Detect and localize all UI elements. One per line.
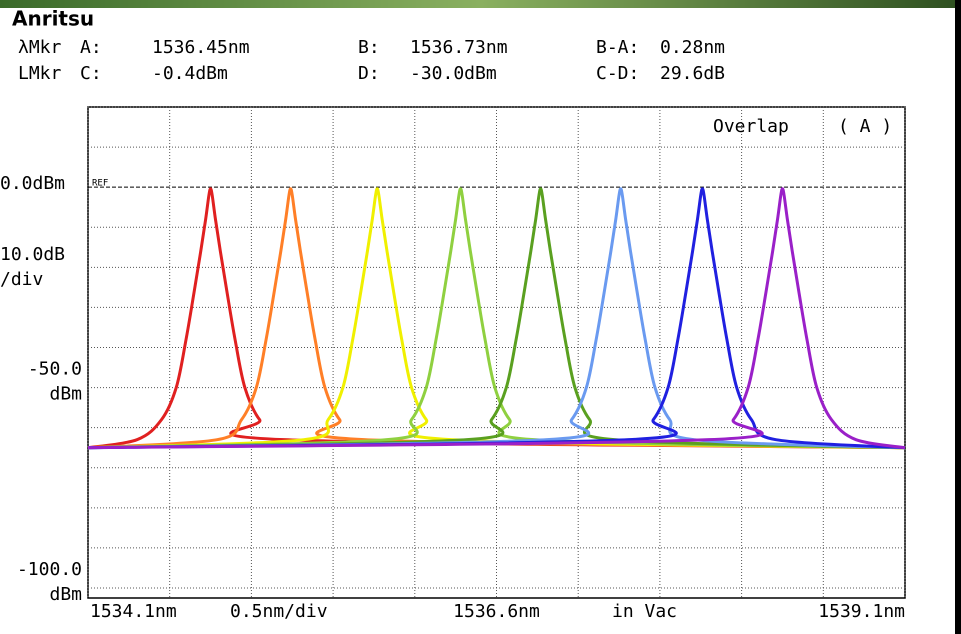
ref-label: REF: [92, 179, 108, 189]
x-scale: 0.5nm/div: [230, 601, 328, 622]
right-edge: [955, 0, 961, 634]
marker-text: 29.6dB: [660, 63, 725, 84]
y-tick-label: 0.0dBm: [0, 173, 65, 194]
x-tick-label: 1539.1nm: [818, 601, 905, 622]
marker-text: D:: [358, 63, 380, 84]
trace: [87, 187, 906, 450]
marker-text: 0.28nm: [660, 37, 725, 58]
marker-text: B:: [358, 37, 380, 58]
marker-text: B-A:: [596, 37, 639, 58]
y-scale: 10.0dB: [0, 244, 65, 265]
y-unit: dBm: [49, 384, 82, 405]
x-tick-label: 1536.6nm: [453, 601, 540, 622]
marker-text: -0.4dBm: [152, 63, 228, 84]
marker-text: C:: [80, 63, 102, 84]
trace: [87, 187, 906, 450]
marker-text: LMkr: [18, 63, 62, 84]
marker-text: 1536.45nm: [152, 37, 250, 58]
trace: [87, 187, 906, 450]
logo: Anritsu: [12, 7, 94, 31]
marker-text: C-D:: [596, 63, 639, 84]
y-tick-label: -50.0: [28, 359, 82, 380]
trace: [87, 187, 906, 450]
trace: [87, 187, 906, 450]
marker-text: 1536.73nm: [410, 37, 508, 58]
annotation: ( A ): [838, 116, 892, 137]
x-tick-label: 1534.1nm: [90, 601, 177, 622]
marker-text: A:: [80, 37, 102, 58]
y-unit: dBm: [49, 584, 82, 605]
marker-text: -30.0dBm: [410, 63, 497, 84]
trace: [87, 187, 906, 450]
trace: [87, 187, 906, 450]
marker-text: λMkr: [18, 37, 62, 58]
x-note: in Vac: [612, 601, 677, 622]
annotation: Overlap: [713, 116, 789, 137]
y-scale-unit: /div: [0, 269, 43, 290]
trace: [87, 187, 906, 450]
top-strip: [0, 0, 961, 8]
y-tick-label: -100.0: [17, 559, 82, 580]
